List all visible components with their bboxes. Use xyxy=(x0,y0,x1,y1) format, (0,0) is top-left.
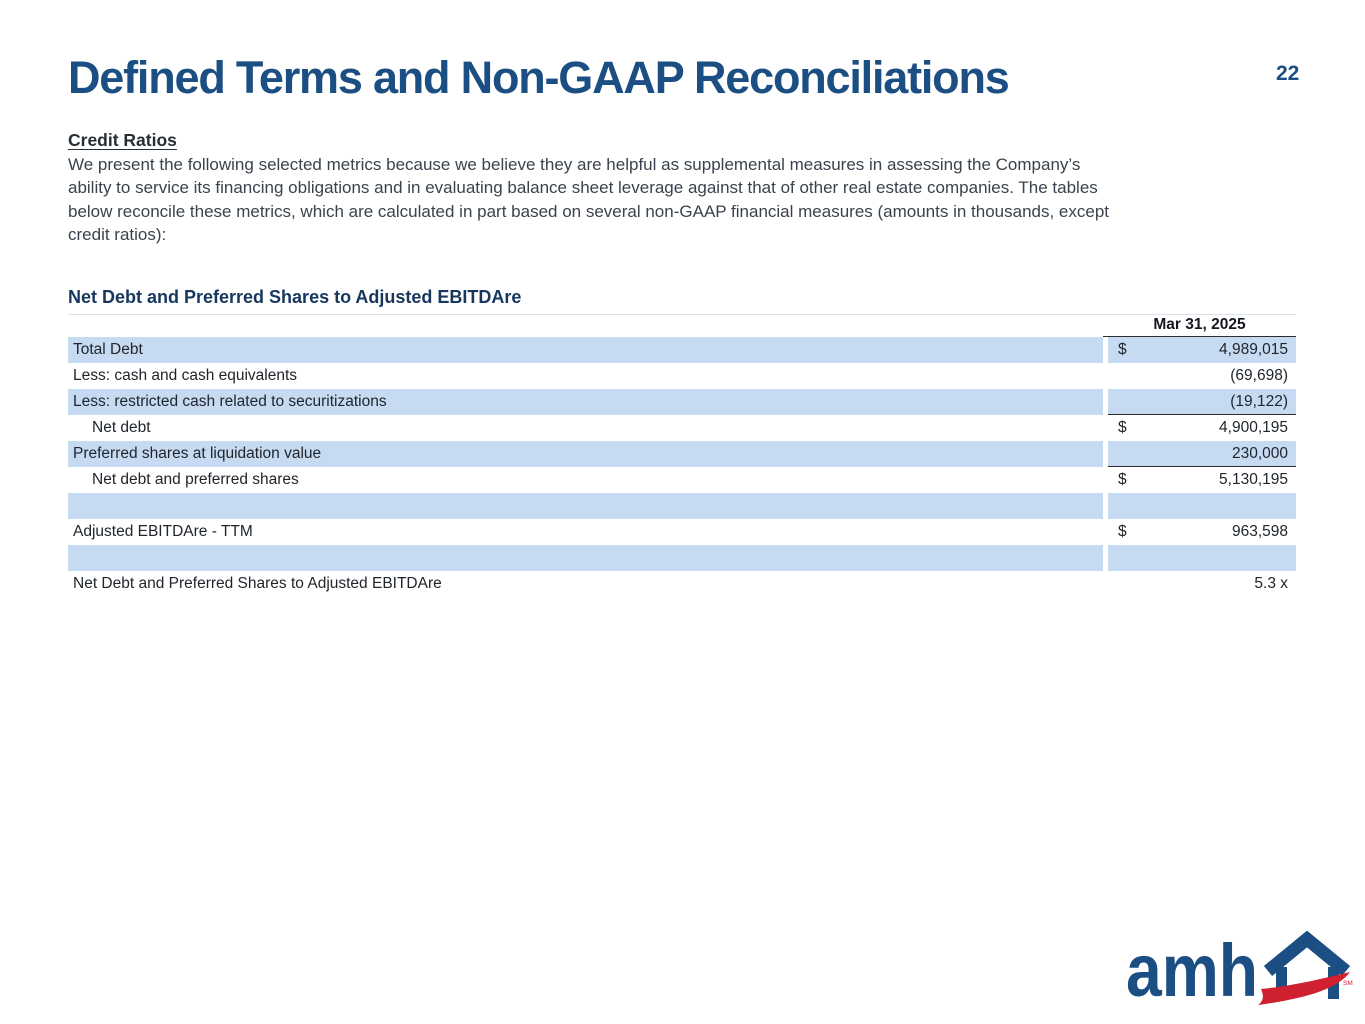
row-amount: $ 4,900,195 xyxy=(1108,415,1296,441)
table-row-spacer xyxy=(68,493,1296,519)
row-value: (69,698) xyxy=(1230,367,1288,384)
row-label: Less: cash and cash equivalents xyxy=(73,367,298,384)
table-row: Less: restricted cash related to securit… xyxy=(68,389,1296,415)
red-swoosh xyxy=(1258,972,1350,1005)
row-value: 4,989,015 xyxy=(1219,341,1288,358)
table-row: Total Debt $ 4,989,015 xyxy=(68,337,1296,363)
row-value: 5,130,195 xyxy=(1219,471,1288,488)
table-body: Total Debt $ 4,989,015 Less: cash and ca… xyxy=(68,337,1296,597)
row-label: Total Debt xyxy=(68,337,1103,363)
trademark-text: SM xyxy=(1343,980,1353,987)
row-amount: 230,000 xyxy=(1108,441,1296,467)
table-row: Preferred shares at liquidation value 23… xyxy=(68,441,1296,467)
page-number: 22 xyxy=(1276,62,1300,85)
row-amount: (19,122) xyxy=(1108,389,1296,415)
currency-symbol: $ xyxy=(1118,471,1127,488)
row-label: Net Debt and Preferred Shares to Adjuste… xyxy=(73,575,442,592)
row-label: Net debt xyxy=(92,419,151,436)
row-label xyxy=(68,493,1103,519)
currency-symbol: $ xyxy=(1118,523,1127,540)
row-value: (19,122) xyxy=(1230,392,1288,410)
table-row: Adjusted EBITDAre - TTM $ 963,598 xyxy=(68,519,1296,545)
row-amount: $ 5,130,195 xyxy=(1108,467,1296,493)
row-value: 4,900,195 xyxy=(1219,419,1288,436)
row-amount: $ 963,598 xyxy=(1108,519,1296,545)
row-amount xyxy=(1108,545,1296,571)
table-row: Net debt $ 4,900,195 xyxy=(68,415,1296,441)
row-amount xyxy=(1108,493,1296,519)
table-row-spacer xyxy=(68,545,1296,571)
row-label: Less: restricted cash related to securit… xyxy=(68,389,1103,415)
currency-symbol: $ xyxy=(1118,419,1127,436)
row-label xyxy=(68,545,1103,571)
credit-ratios-table: Mar 31, 2025 Total Debt $ 4,989,015 Less… xyxy=(68,314,1296,597)
currency-symbol: $ xyxy=(1118,341,1127,358)
amh-logo-graphic: amh SM xyxy=(1126,929,1353,1012)
page-title: Defined Terms and Non-GAAP Reconciliatio… xyxy=(68,52,1010,103)
row-amount: $ 4,989,015 xyxy=(1108,337,1296,363)
row-amount: 5.3 x xyxy=(1108,571,1296,597)
table-column-header-date: Mar 31, 2025 xyxy=(1103,316,1296,337)
row-label: Adjusted EBITDAre - TTM xyxy=(73,523,253,540)
section-body-text: We present the following selected metric… xyxy=(68,155,1110,244)
row-label: Preferred shares at liquidation value xyxy=(68,441,1103,467)
row-label: Net debt and preferred shares xyxy=(92,471,299,488)
row-value: 963,598 xyxy=(1231,523,1288,540)
table-row: Less: cash and cash equivalents (69,698) xyxy=(68,363,1296,389)
amh-logo: amh SM xyxy=(1126,926,1354,1012)
table-row: Net debt and preferred shares $ 5,130,19… xyxy=(68,467,1296,493)
row-value: 5.3 x xyxy=(1254,575,1288,592)
row-amount: (69,698) xyxy=(1108,363,1296,389)
amh-logo-text: amh xyxy=(1126,929,1258,1008)
table-header-row: Mar 31, 2025 xyxy=(68,314,1296,337)
row-value: 230,000 xyxy=(1231,444,1288,462)
table-row: Net Debt and Preferred Shares to Adjuste… xyxy=(68,571,1296,597)
section-heading: Credit Ratios xyxy=(68,130,177,150)
table-title: Net Debt and Preferred Shares to Adjuste… xyxy=(68,287,522,307)
